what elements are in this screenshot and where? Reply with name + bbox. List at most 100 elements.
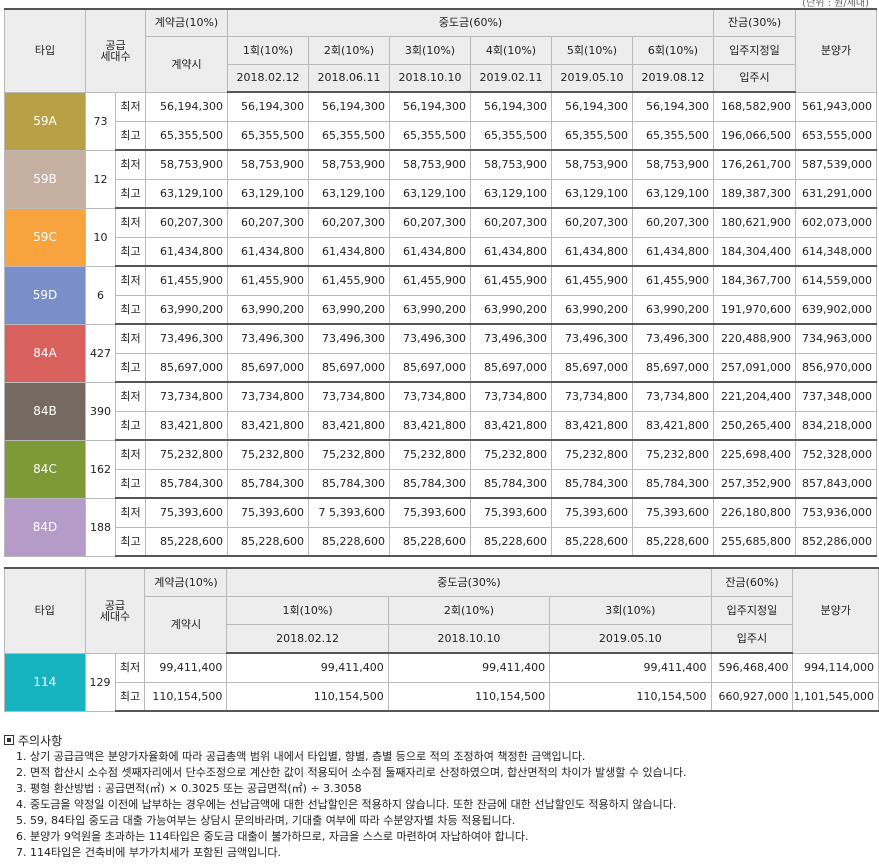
balance-cell: 257,091,000: [713, 352, 796, 383]
table-row: 최고 63,129,100 63,129,100 63,129,100 63,129,1…: [5, 178, 877, 209]
header-middle-date-3: 2019.05.10: [549, 623, 712, 654]
header-middle: 중도금(60%): [227, 8, 714, 37]
header-deposit-sub: 계약시: [145, 35, 228, 93]
note-item: 6. 분양가 9억원을 초과하는 114타입은 중도금 대출이 불가하므로, 자…: [16, 830, 529, 843]
middle-payment-cell: 60,207,300: [470, 207, 552, 238]
middle-payment-cell: 85,228,600: [470, 526, 552, 557]
price-table-main: 타입 공급 세대수 계약금(10%) 중도금(60%) 잔금(30%) 분양가 …: [4, 8, 877, 557]
middle-payment-cell: 61,434,800: [308, 236, 390, 267]
header-middle-1: 1회(10%): [226, 595, 389, 625]
header-supply-line1: 공급: [105, 38, 126, 52]
middle-payment-cell: 85,784,300: [308, 468, 390, 499]
price-cell: 561,943,000: [795, 91, 877, 122]
table-row: 최고 110,154,500 110,154,500 110,154,500 110,1…: [5, 681, 879, 712]
price-cell: 639,902,000: [795, 294, 877, 325]
middle-payment-cell: 61,455,900: [632, 265, 714, 296]
balance-cell: 226,180,800: [713, 497, 796, 528]
middle-payment-cell: 110,154,500: [387, 681, 551, 712]
header-deposit: 계약금(10%): [145, 8, 228, 37]
balance-cell: 168,582,900: [713, 91, 796, 122]
middle-payment-cell: 73,734,800: [308, 381, 390, 412]
header-middle: 중도금(30%): [226, 567, 712, 597]
balance-cell: 189,387,300: [713, 178, 796, 209]
middle-payment-cell: 63,990,200: [632, 294, 714, 325]
header-balance-sub2: 입주시: [710, 623, 794, 654]
deposit-cell: 83,421,800: [145, 410, 228, 441]
middle-payment-cell: 73,496,300: [308, 323, 390, 354]
middle-payment-cell: 85,228,600: [389, 526, 471, 557]
square-bullet-icon: [4, 735, 14, 745]
deposit-cell: 60,207,300: [145, 207, 228, 238]
floor-level-label: 최고: [115, 468, 146, 499]
middle-payment-cell: 73,496,300: [551, 323, 633, 354]
type-cell: 59A: [4, 91, 86, 151]
middle-payment-cell: 83,421,800: [389, 410, 471, 441]
middle-payment-cell: 60,207,300: [389, 207, 471, 238]
middle-payment-cell: 99,411,400: [387, 652, 551, 683]
middle-payment-cell: 61,434,800: [551, 236, 633, 267]
middle-payment-cell: 73,496,300: [632, 323, 714, 354]
middle-payment-cell: 63,129,100: [470, 178, 552, 209]
type-cell: 84D: [4, 497, 86, 557]
supply-units-cell: 12: [85, 149, 116, 209]
type-cell: 84B: [4, 381, 86, 441]
header-deposit-sub: 계약시: [144, 595, 228, 654]
note-item: 4. 중도금을 약정일 이전에 납부하는 경우에는 선납금액에 대한 선납할인은…: [16, 798, 677, 811]
price-cell: 734,963,000: [795, 323, 877, 354]
balance-cell: 660,927,000: [710, 681, 794, 712]
balance-cell: 225,698,400: [713, 439, 796, 470]
floor-level-label: 최저: [115, 207, 146, 238]
middle-payment-cell: 65,355,500: [389, 120, 471, 151]
middle-payment-cell: 75,393,600: [632, 497, 714, 528]
note-item: 7. 114타입은 건축비에 부가가치세가 포함된 금액입니다.: [16, 846, 281, 859]
table-row: 59D 6 최저 61,455,900 61,455,900 61,455,900 61,4…: [4, 265, 877, 325]
type-cell: 84C: [4, 439, 86, 499]
balance-cell: 596,468,400: [710, 652, 794, 683]
deposit-cell: 73,734,800: [145, 381, 228, 412]
middle-payment-cell: 60,207,300: [551, 207, 633, 238]
middle-payment-cell: 83,421,800: [632, 410, 714, 441]
header-price: 분양가: [792, 567, 879, 654]
middle-payment-cell: 85,228,600: [308, 526, 390, 557]
note-item: 1. 상기 공급금액은 분양가자율화에 따라 공급총액 범위 내에서 타입별, …: [16, 750, 586, 763]
table-row: 84C 162 최저 75,232,800 75,232,800 75,232,800 75…: [4, 439, 877, 499]
floor-level-label: 최저: [114, 652, 146, 683]
deposit-cell: 61,455,900: [145, 265, 228, 296]
unit-note: (단위 : 원/세대): [802, 0, 869, 9]
middle-payment-cell: 61,434,800: [227, 236, 309, 267]
middle-payment-cell: 7 5,393,600: [308, 497, 390, 528]
header-middle-date-2: 2018.06.11: [308, 63, 390, 93]
middle-payment-cell: 85,697,000: [632, 352, 714, 383]
middle-payment-cell: 61,434,800: [470, 236, 552, 267]
middle-payment-cell: 56,194,300: [389, 91, 471, 122]
price-cell: 614,348,000: [795, 236, 877, 267]
table-row: 최고 85,228,600 85,228,600 85,228,600 85,228,6…: [5, 526, 877, 557]
floor-level-label: 최고: [114, 681, 146, 712]
floor-level-label: 최고: [115, 410, 146, 441]
balance-cell: 250,265,400: [713, 410, 796, 441]
middle-payment-cell: 60,207,300: [308, 207, 390, 238]
balance-cell: 257,352,900: [713, 468, 796, 499]
deposit-cell: 85,697,000: [145, 352, 228, 383]
deposit-cell: 75,393,600: [145, 497, 228, 528]
header-supply-line2: 세대수: [99, 609, 131, 623]
price-cell: 737,348,000: [795, 381, 877, 412]
header-middle-date-4: 2019.02.11: [470, 63, 552, 93]
middle-payment-cell: 85,697,000: [470, 352, 552, 383]
floor-level-label: 최저: [115, 91, 146, 122]
middle-payment-cell: 73,734,800: [470, 381, 552, 412]
notes-title: 주의사항: [4, 733, 874, 749]
middle-payment-cell: 83,421,800: [470, 410, 552, 441]
middle-payment-cell: 75,393,600: [227, 497, 309, 528]
floor-level-label: 최고: [115, 294, 146, 325]
middle-payment-cell: 85,784,300: [227, 468, 309, 499]
price-cell: 653,555,000: [795, 120, 877, 151]
deposit-cell: 63,129,100: [145, 178, 228, 209]
middle-payment-cell: 75,393,600: [389, 497, 471, 528]
header-middle-date-5: 2019.05.10: [551, 63, 633, 93]
balance-cell: 176,261,700: [713, 149, 796, 180]
table-row: 최고 65,355,500 65,355,500 65,355,500 65,355,5…: [5, 120, 877, 151]
middle-payment-cell: 83,421,800: [551, 410, 633, 441]
balance-cell: 184,367,700: [713, 265, 796, 296]
middle-payment-cell: 56,194,300: [632, 91, 714, 122]
